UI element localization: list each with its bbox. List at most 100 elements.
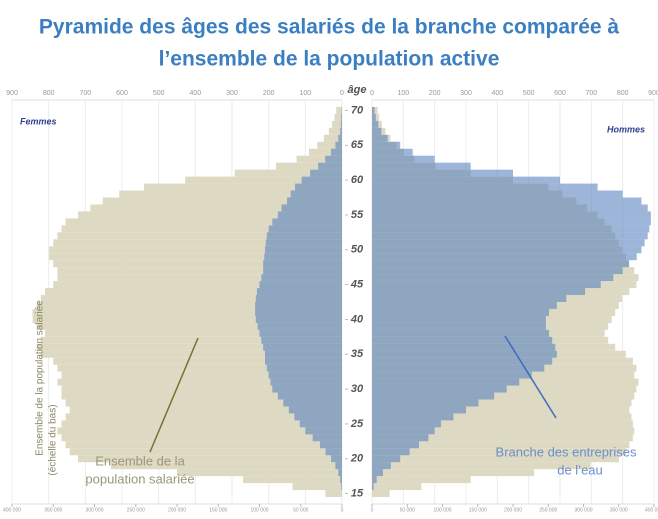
bar: [372, 476, 471, 483]
bottom-tick-label: 250 000: [127, 507, 145, 513]
top-tick-label: 400: [189, 90, 201, 97]
bar: [332, 121, 342, 128]
bar: [372, 413, 453, 420]
top-tick-label: 700: [79, 90, 91, 97]
annotation: Ensemble de la: [95, 453, 185, 468]
bar: [257, 288, 342, 295]
bar: [261, 337, 342, 344]
bar: [66, 441, 342, 448]
bar: [272, 386, 342, 393]
bar: [372, 483, 421, 490]
age-tick-label: 60: [351, 174, 364, 186]
bar: [372, 365, 544, 372]
bar: [255, 309, 342, 316]
age-tick-label: 25: [350, 418, 364, 430]
bar: [264, 253, 342, 260]
annotation: Branche des entreprises: [496, 444, 637, 459]
bar: [310, 170, 342, 177]
bottom-tick-label: 200 000: [504, 507, 522, 513]
bar: [336, 107, 342, 114]
bar: [341, 121, 342, 128]
bar: [372, 330, 549, 337]
age-tick-label: 30: [351, 383, 364, 395]
bar: [295, 184, 342, 191]
bar: [294, 413, 342, 420]
bar: [372, 490, 390, 497]
bar: [331, 149, 342, 156]
bar: [372, 469, 383, 476]
bar: [372, 469, 534, 476]
bar: [320, 441, 342, 448]
bar: [372, 177, 560, 184]
bar: [338, 469, 342, 476]
bar: [372, 386, 507, 393]
sex-label: Femmes: [20, 116, 57, 126]
top-tick-label: 600: [116, 90, 128, 97]
bar: [372, 476, 377, 483]
bar: [282, 204, 343, 211]
bar: [372, 211, 651, 218]
bar: [372, 406, 466, 413]
age-tick-label: 35: [351, 348, 364, 360]
age-tick-label: 15: [351, 487, 364, 499]
top-tick-label: 0: [370, 90, 374, 97]
bar: [57, 427, 342, 434]
bar: [372, 149, 413, 156]
bar: [372, 358, 552, 365]
bar: [265, 358, 342, 365]
bottom-tick-label: 100 000: [433, 507, 451, 513]
bar: [291, 191, 342, 198]
bar: [372, 142, 400, 149]
bar: [372, 323, 546, 330]
bar: [267, 232, 342, 239]
bar: [260, 281, 343, 288]
top-tick-label: 600: [554, 90, 566, 97]
bar: [372, 107, 375, 114]
bar: [372, 163, 471, 170]
bar: [258, 323, 342, 330]
bar: [372, 337, 552, 344]
bar: [372, 344, 555, 351]
age-tick-label: 40: [350, 313, 364, 325]
top-tick-label: 200: [429, 90, 441, 97]
bar: [289, 406, 342, 413]
chart-title: Pyramide des âges des salariés de la bra…: [39, 16, 619, 39]
bar: [269, 372, 342, 379]
bottom-tick-label: 0: [371, 507, 374, 513]
bar: [287, 198, 342, 205]
bar: [267, 365, 342, 372]
sex-label: Hommes: [607, 124, 645, 134]
bar: [293, 483, 343, 490]
bar: [372, 156, 435, 163]
bar: [372, 434, 428, 441]
bottom-tick-label: 100 000: [250, 507, 268, 513]
bar: [372, 170, 513, 177]
bar: [265, 246, 342, 253]
bar: [313, 434, 342, 441]
bar: [372, 204, 648, 211]
bar: [62, 434, 343, 441]
bottom-tick-label: 300 000: [574, 507, 592, 513]
bar: [372, 225, 649, 232]
bar: [372, 441, 419, 448]
bar: [372, 267, 623, 274]
bar: [300, 420, 342, 427]
bar: [243, 476, 342, 483]
bar: [263, 267, 342, 274]
bar: [340, 128, 342, 135]
bar: [372, 281, 601, 288]
bar: [329, 128, 342, 135]
bottom-tick-label: 350 000: [44, 507, 62, 513]
top-tick-label: 400: [491, 90, 503, 97]
bar: [335, 142, 342, 149]
annotation: (échelle du bas): [48, 404, 59, 475]
annotation: population salariée: [85, 471, 194, 486]
bar: [372, 379, 519, 386]
bar: [372, 191, 623, 198]
bar: [263, 344, 342, 351]
bar: [341, 483, 342, 490]
bar: [338, 135, 342, 142]
bar: [269, 225, 342, 232]
bar: [372, 295, 566, 302]
